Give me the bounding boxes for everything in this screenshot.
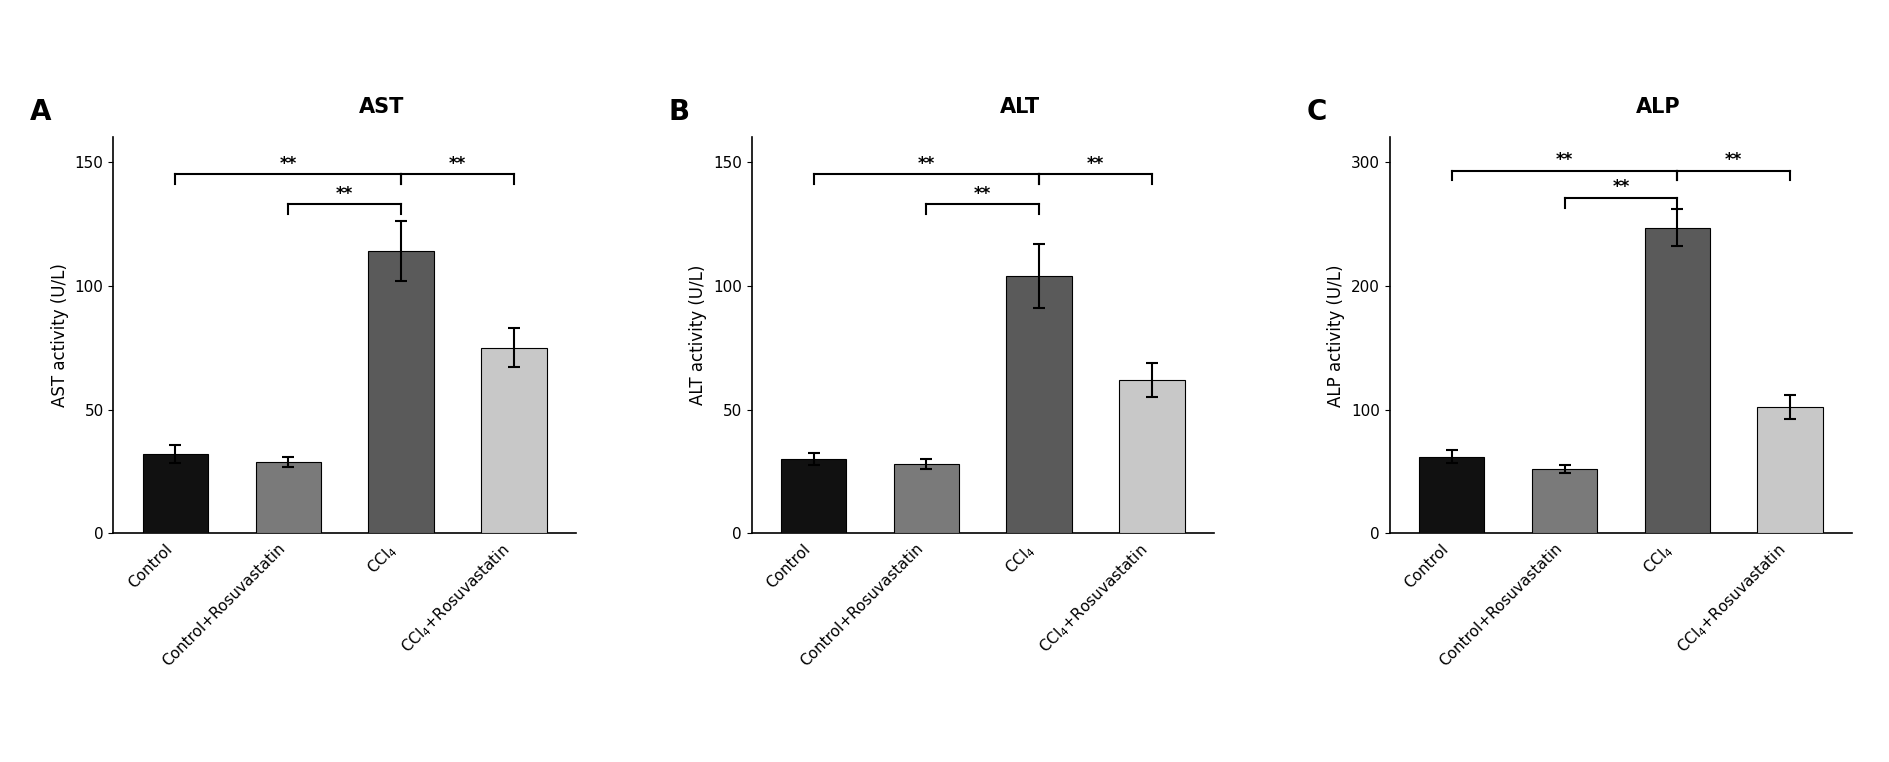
Text: **: **	[336, 184, 353, 203]
Bar	[1118, 380, 1184, 533]
Bar	[1643, 228, 1710, 533]
Y-axis label: ALP activity (U/L): ALP activity (U/L)	[1326, 264, 1345, 407]
Bar	[1419, 456, 1483, 533]
Text: A: A	[30, 98, 51, 126]
Bar	[780, 459, 846, 533]
Text: **: **	[1086, 155, 1103, 173]
Text: **: **	[918, 155, 935, 173]
Bar	[1007, 276, 1071, 533]
Bar	[893, 464, 958, 533]
Bar	[482, 347, 546, 533]
Bar	[144, 454, 208, 533]
Y-axis label: AST activity (U/L): AST activity (U/L)	[51, 264, 70, 407]
Bar	[368, 251, 433, 533]
Text: **: **	[448, 155, 467, 173]
Text: C: C	[1305, 98, 1326, 126]
Bar	[1532, 469, 1596, 533]
Bar	[255, 462, 321, 533]
Text: AST: AST	[359, 98, 404, 117]
Text: ALP: ALP	[1634, 98, 1679, 117]
Text: **: **	[1555, 151, 1572, 169]
Text: ALT: ALT	[999, 98, 1039, 117]
Text: **: **	[973, 184, 992, 203]
Bar	[1757, 407, 1821, 533]
Text: **: **	[1611, 178, 1628, 197]
Y-axis label: ALT activity (U/L): ALT activity (U/L)	[689, 265, 706, 405]
Text: B: B	[669, 98, 689, 126]
Text: **: **	[280, 155, 297, 173]
Text: **: **	[1725, 151, 1742, 169]
